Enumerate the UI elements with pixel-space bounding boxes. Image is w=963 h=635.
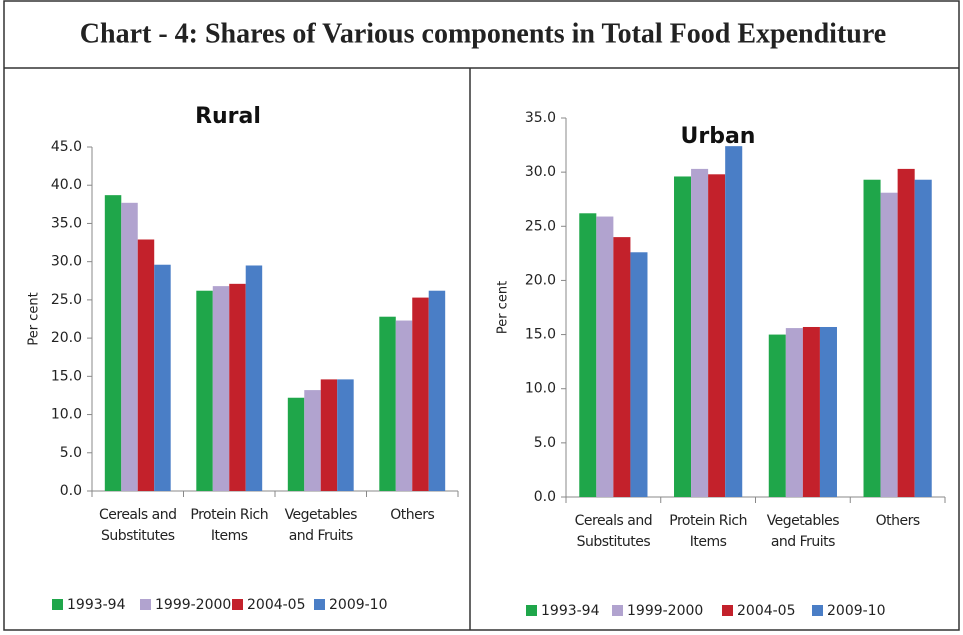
legend-label: 2004-05 xyxy=(737,603,796,619)
bar xyxy=(395,320,413,491)
bar xyxy=(137,239,155,491)
y-tick-label: 30.0 xyxy=(51,254,82,270)
y-tick-label: 0.0 xyxy=(60,483,82,499)
x-tick-label-box: Protein Rich Items xyxy=(669,513,747,550)
y-tick-label: 5.0 xyxy=(534,435,556,451)
x-tick-label: Others xyxy=(390,507,435,523)
bar xyxy=(708,174,726,497)
x-tick-label-box: Vegetables and Fruits xyxy=(766,513,840,550)
bar xyxy=(785,328,803,497)
x-tick-label-box: Vegetables and Fruits xyxy=(284,507,358,544)
page-title: Chart - 4: Shares of Various components … xyxy=(80,18,886,49)
bar xyxy=(412,297,429,491)
legend-swatch xyxy=(812,605,823,616)
legend-swatch xyxy=(52,599,63,610)
x-tick-label-box: Protein Rich Items xyxy=(190,507,269,544)
y-axis-label: Per cent xyxy=(496,281,511,334)
y-tick-label: 35.0 xyxy=(525,110,556,126)
x-tick-label-box: Others xyxy=(875,513,921,529)
legend-label: 2009-10 xyxy=(827,603,886,619)
y-tick-label: 35.0 xyxy=(51,215,82,231)
bar xyxy=(596,216,614,498)
bar xyxy=(579,213,597,497)
bar xyxy=(428,290,446,491)
chart-title: Urban xyxy=(681,124,756,149)
bar xyxy=(819,326,837,497)
y-tick-label: 15.0 xyxy=(51,368,82,384)
bar xyxy=(863,179,881,498)
bar xyxy=(768,334,786,497)
x-tick-label: Protein Rich Items xyxy=(669,513,747,550)
legend-label: 2009-10 xyxy=(329,597,388,613)
y-tick-label: 20.0 xyxy=(525,272,556,288)
bar xyxy=(914,179,932,498)
bar xyxy=(304,390,321,491)
legend-swatch xyxy=(232,599,243,610)
y-tick-label: 25.0 xyxy=(51,292,82,308)
bar xyxy=(212,286,230,491)
x-tick-label: Protein Rich Items xyxy=(190,507,269,544)
bar xyxy=(337,379,354,491)
bar xyxy=(320,379,338,491)
bar xyxy=(104,195,122,491)
legend-label: 1993-94 xyxy=(67,597,126,613)
legend-swatch xyxy=(722,605,733,616)
bar xyxy=(379,316,396,491)
legend-label: 1999-2000 xyxy=(155,597,231,613)
bar xyxy=(691,168,709,497)
legend-swatch xyxy=(314,599,325,610)
x-tick-label-box: Others xyxy=(390,507,435,523)
chart-title: Rural xyxy=(195,104,261,129)
y-axis-label: Per cent xyxy=(27,292,42,345)
x-tick-label: Vegetables and Fruits xyxy=(284,507,358,544)
y-tick-label: 0.0 xyxy=(534,489,556,505)
bar xyxy=(245,265,263,491)
y-tick-label: 45.0 xyxy=(51,139,82,155)
legend-label: 1993-94 xyxy=(541,603,600,619)
y-tick-label: 15.0 xyxy=(525,327,556,343)
bar xyxy=(725,146,743,497)
x-tick-label: Cereals and Substitutes xyxy=(98,507,177,544)
y-tick-label: 5.0 xyxy=(60,445,82,461)
bar xyxy=(229,283,246,491)
bar xyxy=(630,252,648,497)
legend-swatch xyxy=(140,599,151,610)
bar xyxy=(897,168,915,497)
legend-label: 2004-05 xyxy=(247,597,306,613)
bar xyxy=(287,397,305,491)
y-tick-label: 10.0 xyxy=(525,381,556,397)
y-tick-label: 10.0 xyxy=(51,407,82,423)
x-tick-label-box: Cereals and Substitutes xyxy=(574,513,653,550)
y-tick-label: 40.0 xyxy=(51,177,82,193)
bar xyxy=(196,290,213,491)
legend-label: 1999-2000 xyxy=(627,603,703,619)
x-tick-label-box: Cereals and Substitutes xyxy=(98,507,177,544)
y-tick-label: 25.0 xyxy=(525,218,556,234)
bar xyxy=(154,264,171,491)
x-tick-label: Others xyxy=(875,513,921,529)
bar xyxy=(613,237,631,497)
x-tick-label: Vegetables and Fruits xyxy=(766,513,840,550)
bar xyxy=(121,202,138,491)
bar xyxy=(802,326,820,497)
bar xyxy=(674,176,692,497)
x-tick-label: Cereals and Substitutes xyxy=(574,513,653,550)
legend-swatch xyxy=(612,605,623,616)
y-tick-label: 30.0 xyxy=(525,164,556,180)
legend-swatch xyxy=(526,605,537,616)
bar xyxy=(880,192,898,497)
y-tick-label: 20.0 xyxy=(51,330,82,346)
